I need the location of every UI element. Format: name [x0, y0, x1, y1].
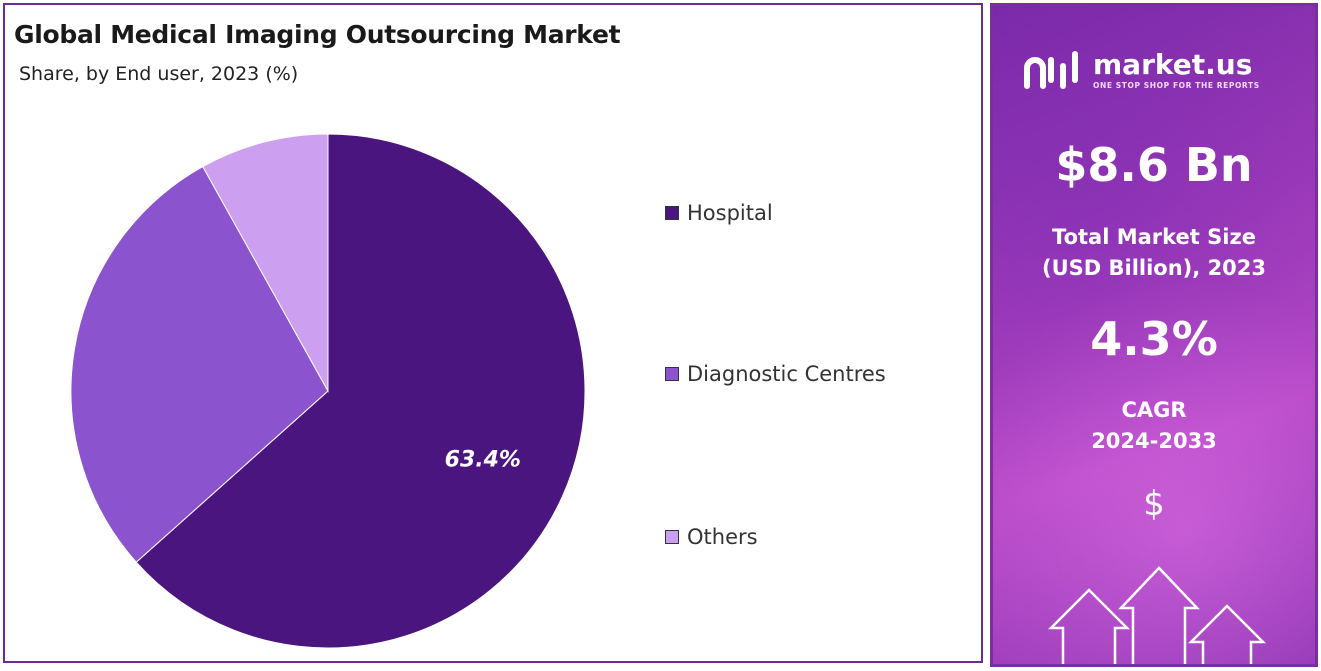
pie-slice-others	[202, 133, 329, 393]
brand: market.us ONE STOP SHOP FOR THE REPORTS	[1023, 46, 1260, 94]
summary-sidebar: market.us ONE STOP SHOP FOR THE REPORTS …	[990, 3, 1318, 667]
market-us-logo-icon	[1024, 51, 1078, 89]
cagr-label-line1: CAGR	[1121, 398, 1187, 422]
up-arrows-icon	[1047, 566, 1267, 664]
data-label-hospital: 63.4%	[445, 447, 521, 472]
market-size-value: $8.6 Bn	[1055, 138, 1253, 192]
cagr-value: 4.3%	[1090, 312, 1218, 366]
legend-swatch-others	[665, 530, 679, 544]
pie-slice-diagnostic-centres	[70, 165, 329, 563]
pie-slice-hospital	[135, 133, 586, 649]
dollar-icon: $	[1143, 484, 1165, 524]
brand-tagline: ONE STOP SHOP FOR THE REPORTS	[1093, 81, 1260, 90]
legend-label-hospital: Hospital	[687, 201, 773, 225]
legend-swatch-diagnostic-centres	[665, 367, 679, 381]
legend-item-hospital: Hospital	[665, 201, 773, 225]
market-size-label-line1: Total Market Size	[1052, 225, 1256, 249]
pie-chart: 63.4%	[70, 133, 586, 649]
cagr-label-line2: 2024-2033	[1091, 429, 1217, 453]
legend-label-others: Others	[687, 525, 758, 549]
legend-label-diagnostic-centres: Diagnostic Centres	[687, 362, 886, 386]
legend-swatch-hospital	[665, 206, 679, 220]
chart-panel: Global Medical Imaging Outsourcing Marke…	[3, 3, 983, 663]
chart-title: Global Medical Imaging Outsourcing Marke…	[14, 20, 621, 49]
market-size-label-line2: (USD Billion), 2023	[1041, 256, 1267, 280]
legend-item-others: Others	[665, 525, 758, 549]
brand-name: market.us	[1093, 48, 1253, 81]
chart-subtitle: Share, by End user, 2023 (%)	[19, 63, 299, 85]
legend-item-diagnostic-centres: Diagnostic Centres	[665, 362, 886, 386]
